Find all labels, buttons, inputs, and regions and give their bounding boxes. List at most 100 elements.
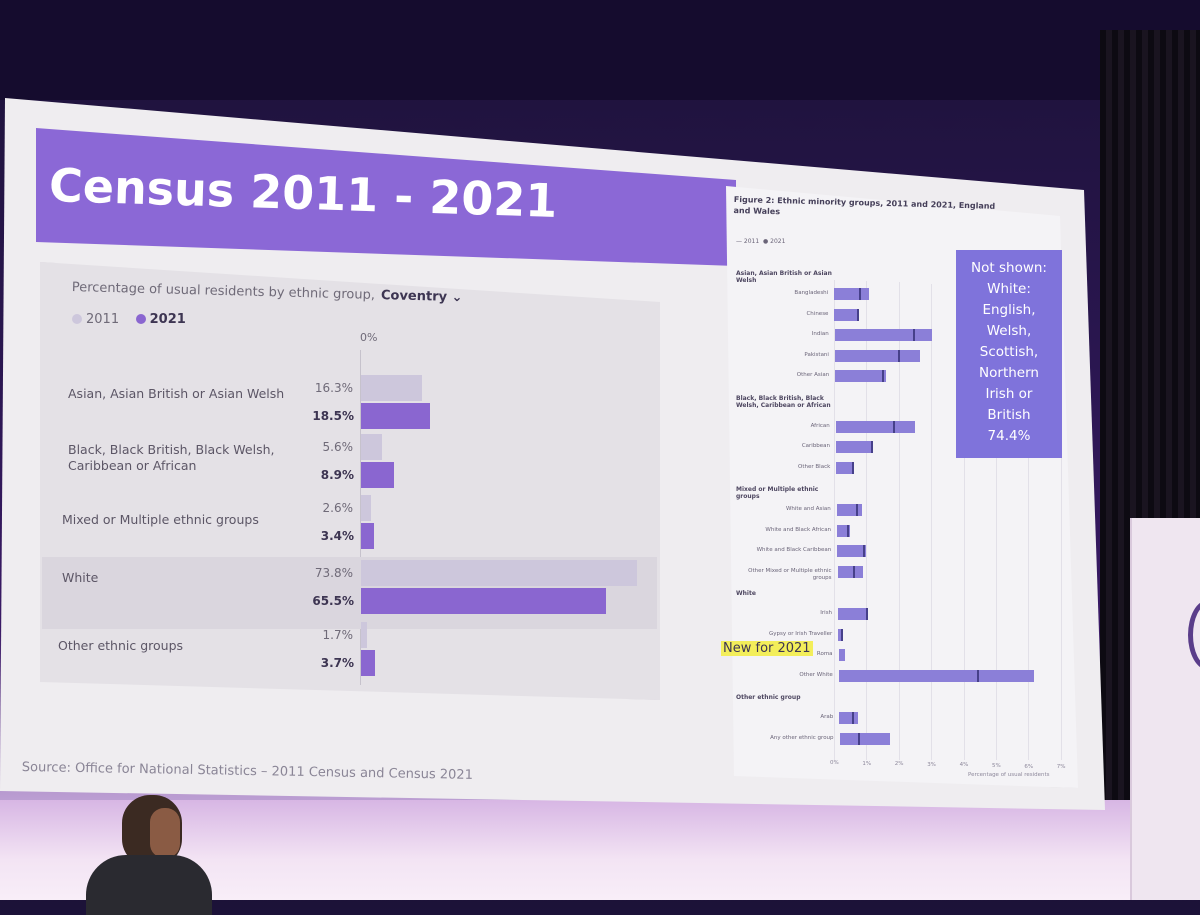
figure2-category-label: Bangladeshi (794, 290, 829, 296)
figure2-category-label: White and Asian (785, 506, 831, 512)
figure2-category-label: Chinese (806, 310, 829, 317)
value-label-2011: 73.8% (314, 566, 353, 580)
figure2-marker-2011 (862, 545, 865, 557)
figure2-bar-2021 (836, 461, 853, 474)
figure2-legend-2021: 2021 (770, 238, 786, 245)
value-label-2011: 2.6% (322, 501, 354, 515)
value-label-2021: 3.4% (320, 529, 354, 543)
category-label: White (62, 570, 99, 585)
note-line: White: (987, 281, 1031, 297)
figure2-bar-2021 (836, 441, 871, 453)
figure2-category-label: Arab (820, 714, 834, 720)
figure2-marker-2011 (859, 288, 862, 300)
legend-2011-dot (72, 314, 82, 324)
figure2-bar-2021 (835, 420, 915, 433)
figure2-bar-2021 (836, 504, 862, 516)
figure2-bar-2021 (837, 565, 863, 578)
figure2-category-label: Other Black (798, 463, 831, 470)
value-label-2021: 3.7% (320, 656, 354, 670)
bar-2021 (361, 403, 431, 429)
figure2-category-label: Roma (816, 651, 833, 657)
legend-2021-label: 2021 (149, 312, 186, 327)
figure2-bar-2021 (838, 628, 842, 641)
figure2-bar-2021 (835, 370, 886, 382)
value-label-2021: 18.5% (312, 409, 354, 423)
figure2-marker-2011 (866, 608, 869, 620)
figure2-category-label: Gypsy or Irish Traveller (769, 630, 833, 637)
figure2-legend: — 2011 ● 2021 (736, 238, 786, 245)
figure2-bar-2021 (834, 288, 869, 300)
figure2-category-label: African (810, 422, 830, 429)
bar-2011 (361, 622, 368, 648)
bar-2021 (361, 650, 375, 676)
figure2-xtick: 0% (830, 760, 839, 766)
figure2-category-label: Pakistani (804, 351, 829, 358)
note-line: English, (982, 302, 1036, 318)
figure2-category-label: Any other ethnic group (770, 734, 834, 741)
figure2-legend-2011: 2011 (743, 238, 760, 245)
category-label: Asian, Asian British or Asian Welsh (68, 386, 285, 401)
figure2-xtick: 5% (992, 763, 1001, 769)
figure2-gridline (996, 286, 997, 760)
figure2-gridline (1060, 288, 1062, 760)
figure2-gridline (963, 284, 965, 760)
figure2-category-label: Indian (811, 331, 829, 337)
figure2-xtick: 1% (862, 760, 872, 767)
figure2-category-label: White and Black Caribbean (756, 547, 832, 553)
figure2-marker-2011 (846, 524, 849, 537)
note-line: 74.4% (987, 428, 1031, 444)
figure2-bar-2021 (834, 329, 933, 341)
figure2-category-label: Other Mixed or Multiple ethnic groups (748, 567, 832, 581)
value-label-2021: 8.9% (320, 468, 354, 482)
figure2-marker-2011 (892, 420, 895, 433)
figure2-xtick: 7% (1056, 764, 1066, 771)
figure2-bar-2021 (837, 545, 866, 557)
area-dropdown[interactable]: Coventry ⌄ (381, 288, 463, 305)
figure2-marker-2011 (977, 669, 980, 682)
figure2-marker-2011 (852, 461, 855, 474)
podium (1130, 518, 1200, 900)
figure2-marker-2011 (858, 732, 861, 745)
value-label-2011: 5.6% (322, 440, 354, 454)
stage-background (0, 0, 1200, 100)
figure2-marker-2011 (855, 504, 858, 516)
figure2-marker-2011 (841, 628, 844, 641)
left-chart-legend: 2011 2021 (72, 312, 186, 327)
figure2-marker-2011 (870, 441, 873, 453)
note-line: Welsh, (986, 323, 1032, 339)
chevron-down-icon: ⌄ (451, 289, 463, 306)
value-label-2021: 65.5% (312, 594, 354, 608)
left-chart-axis (360, 350, 361, 685)
figure2-marker-2011 (913, 329, 916, 341)
figure2-marker-2011 (856, 308, 859, 321)
figure2-marker-2011 (897, 349, 900, 362)
figure2-group-label: Asian, Asian British or Asian Welsh (736, 270, 832, 284)
not-shown-note: Not shown: White: English, Welsh, Scottish, N… (956, 250, 1062, 458)
figure2-category-label: Other Asian (796, 372, 830, 378)
figure2-bar-2021 (838, 608, 867, 620)
figure2-gridline (1028, 287, 1030, 760)
bar-2021 (361, 462, 395, 488)
note-line: Scottish, (979, 344, 1039, 360)
bar-2011 (361, 560, 637, 586)
figure2-xtick: 6% (1024, 763, 1034, 770)
category-label: Other ethnic groups (58, 638, 184, 653)
bar-2021 (361, 523, 374, 549)
legend-2021-dot (135, 314, 146, 324)
figure2-xtick: 4% (959, 762, 969, 769)
figure2-bar-2021 (834, 349, 920, 362)
figure2-bar-2021 (839, 712, 859, 724)
area-dropdown-value: Coventry (380, 288, 448, 305)
note-line: Irish or (985, 386, 1033, 402)
bar-2011 (361, 375, 422, 401)
figure2-category-label: Irish (820, 610, 833, 616)
axis-zero-label: 0% (360, 331, 378, 344)
value-label-2011: 16.3% (314, 381, 353, 395)
figure2-bar-2021 (834, 308, 857, 321)
figure2-group-label: Mixed or Multiple ethnic groups (736, 486, 819, 500)
figure2-bar-2021 (838, 669, 1035, 682)
bar-2011 (361, 495, 371, 521)
figure2-category-label: White and Black African (765, 526, 832, 533)
speaker-face (150, 808, 180, 858)
bar-2011 (361, 434, 382, 460)
